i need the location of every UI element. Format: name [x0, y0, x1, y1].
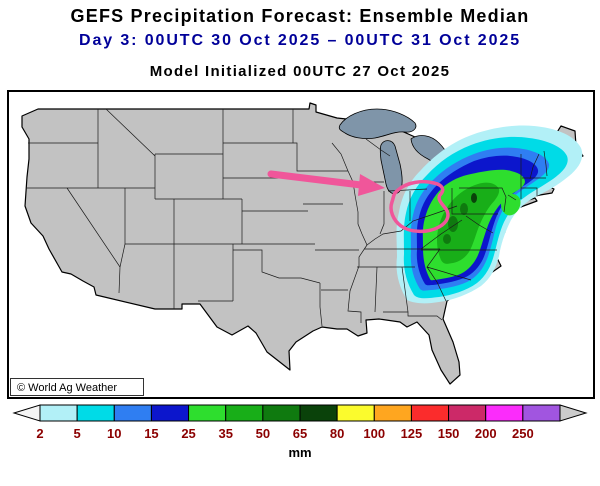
map-credit: © World Ag Weather — [17, 382, 117, 394]
colorbar-tick-label: 250 — [512, 426, 534, 441]
colorbar-cell — [336, 404, 375, 422]
colorbar-cell — [448, 404, 487, 422]
colorbar-underflow-arrow — [12, 404, 41, 422]
colorbar-cell — [373, 404, 412, 422]
colorbar-cell — [39, 404, 78, 422]
colorbar-cell — [76, 404, 115, 422]
colorbar-tick-label: 100 — [363, 426, 385, 441]
map-credit-box: © World Ag Weather — [10, 378, 144, 396]
header: GEFS Precipitation Forecast: Ensemble Me… — [0, 6, 600, 80]
colorbar-tick-label: 25 — [181, 426, 195, 441]
page-title: GEFS Precipitation Forecast: Ensemble Me… — [70, 6, 530, 26]
colorbar-cell — [113, 404, 152, 422]
annotation-loop — [389, 179, 450, 234]
colorbar-tick-label: 150 — [438, 426, 460, 441]
lake-michigan — [379, 140, 403, 195]
colorbar-tick-label: 2 — [36, 426, 43, 441]
colorbar-tick-label: 125 — [401, 426, 423, 441]
colorbar-unit-label: mm — [288, 445, 311, 460]
colorbar-tick-label: 10 — [107, 426, 121, 441]
colorbar-cell — [262, 404, 301, 422]
precip-shading — [396, 125, 583, 304]
colorbar-cell — [485, 404, 524, 422]
colorbar-cell — [225, 404, 264, 422]
colorbar-tick-label: 200 — [475, 426, 497, 441]
colorbar-tick-label: 65 — [293, 426, 307, 441]
colorbar-tick-label: 35 — [218, 426, 232, 441]
lake-superior — [338, 108, 417, 140]
precip-area-50mm — [460, 203, 468, 215]
precip-area-35mm — [437, 182, 500, 264]
map-canvas: © World Ag Weather — [10, 102, 584, 396]
colorbar-overflow-arrow — [559, 404, 588, 422]
page-subtitle: Day 3: 00UTC 30 Oct 2025 – 00UTC 31 Oct … — [78, 32, 521, 49]
colorbar-cell — [299, 404, 338, 422]
colorbar-cell — [150, 404, 190, 422]
colorbar-tick-label: 80 — [330, 426, 344, 441]
precip-area-65mm — [471, 193, 477, 203]
colorbar-tick-label: 5 — [74, 426, 81, 441]
colorbar-cell — [522, 404, 561, 422]
colorbar-cell — [410, 404, 450, 422]
colorbar-tick-label: 15 — [144, 426, 158, 441]
colorbar-cell — [188, 404, 227, 422]
model-init-line: Model Initialized 00UTC 27 Oct 2025 — [149, 63, 451, 80]
state-borders — [26, 108, 548, 327]
precip-area-50mm — [443, 234, 451, 244]
annotation-arrow — [267, 170, 385, 196]
colorbar-tick-label: 50 — [256, 426, 270, 441]
map-frame: © World Ag Weather — [7, 90, 595, 399]
